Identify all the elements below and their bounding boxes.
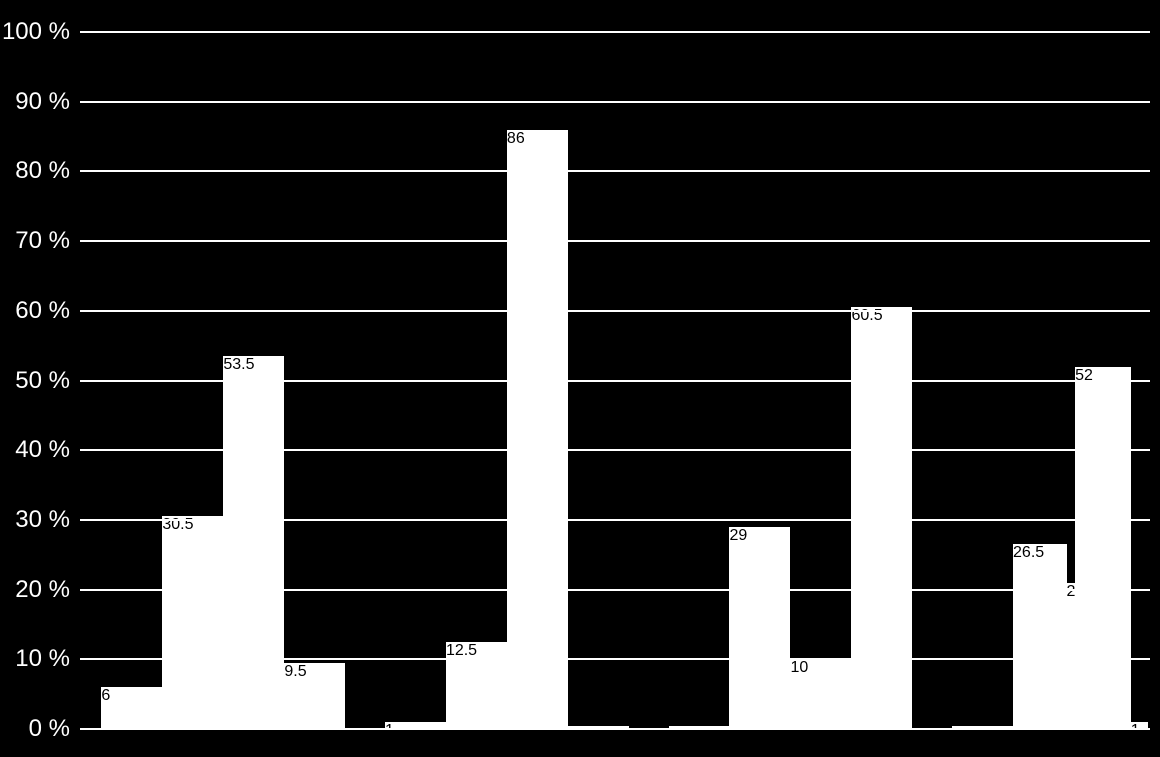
y-axis-label: 40 % bbox=[0, 436, 70, 464]
y-axis-label: 0 % bbox=[0, 715, 70, 743]
bar: 9.5 bbox=[284, 663, 345, 729]
bar: 86 bbox=[507, 130, 568, 729]
gridline bbox=[80, 310, 1150, 312]
bar: 30.5 bbox=[162, 516, 223, 729]
y-axis-label: 50 % bbox=[0, 367, 70, 395]
y-axis-label: 20 % bbox=[0, 576, 70, 604]
bar: 29 bbox=[729, 527, 790, 729]
gridline bbox=[80, 170, 1150, 172]
gridline bbox=[80, 519, 1150, 521]
y-axis-label: 10 % bbox=[0, 645, 70, 673]
gridline bbox=[80, 240, 1150, 242]
bar: 26.5 bbox=[1013, 544, 1067, 729]
bar: 53.5 bbox=[223, 356, 284, 729]
bar: 21 bbox=[1067, 583, 1076, 729]
bar-chart: 630.553.59.5112.5860.50.5291060.50.526.5… bbox=[0, 0, 1160, 757]
gridline bbox=[80, 728, 1150, 730]
y-axis-label: 30 % bbox=[0, 506, 70, 534]
y-axis-label: 100 % bbox=[0, 18, 70, 46]
gridline bbox=[80, 589, 1150, 591]
bar: 12.5 bbox=[446, 642, 507, 729]
y-axis-label: 80 % bbox=[0, 157, 70, 185]
gridline bbox=[80, 449, 1150, 451]
gridline bbox=[80, 380, 1150, 382]
y-axis-label: 90 % bbox=[0, 88, 70, 116]
gridline bbox=[80, 101, 1150, 103]
bar: 52 bbox=[1075, 367, 1131, 729]
bar: 10 bbox=[790, 659, 851, 729]
gridline bbox=[80, 31, 1150, 33]
gridline bbox=[80, 658, 1150, 660]
bar: 6 bbox=[101, 687, 162, 729]
y-axis-label: 70 % bbox=[0, 227, 70, 255]
y-axis-label: 60 % bbox=[0, 297, 70, 325]
